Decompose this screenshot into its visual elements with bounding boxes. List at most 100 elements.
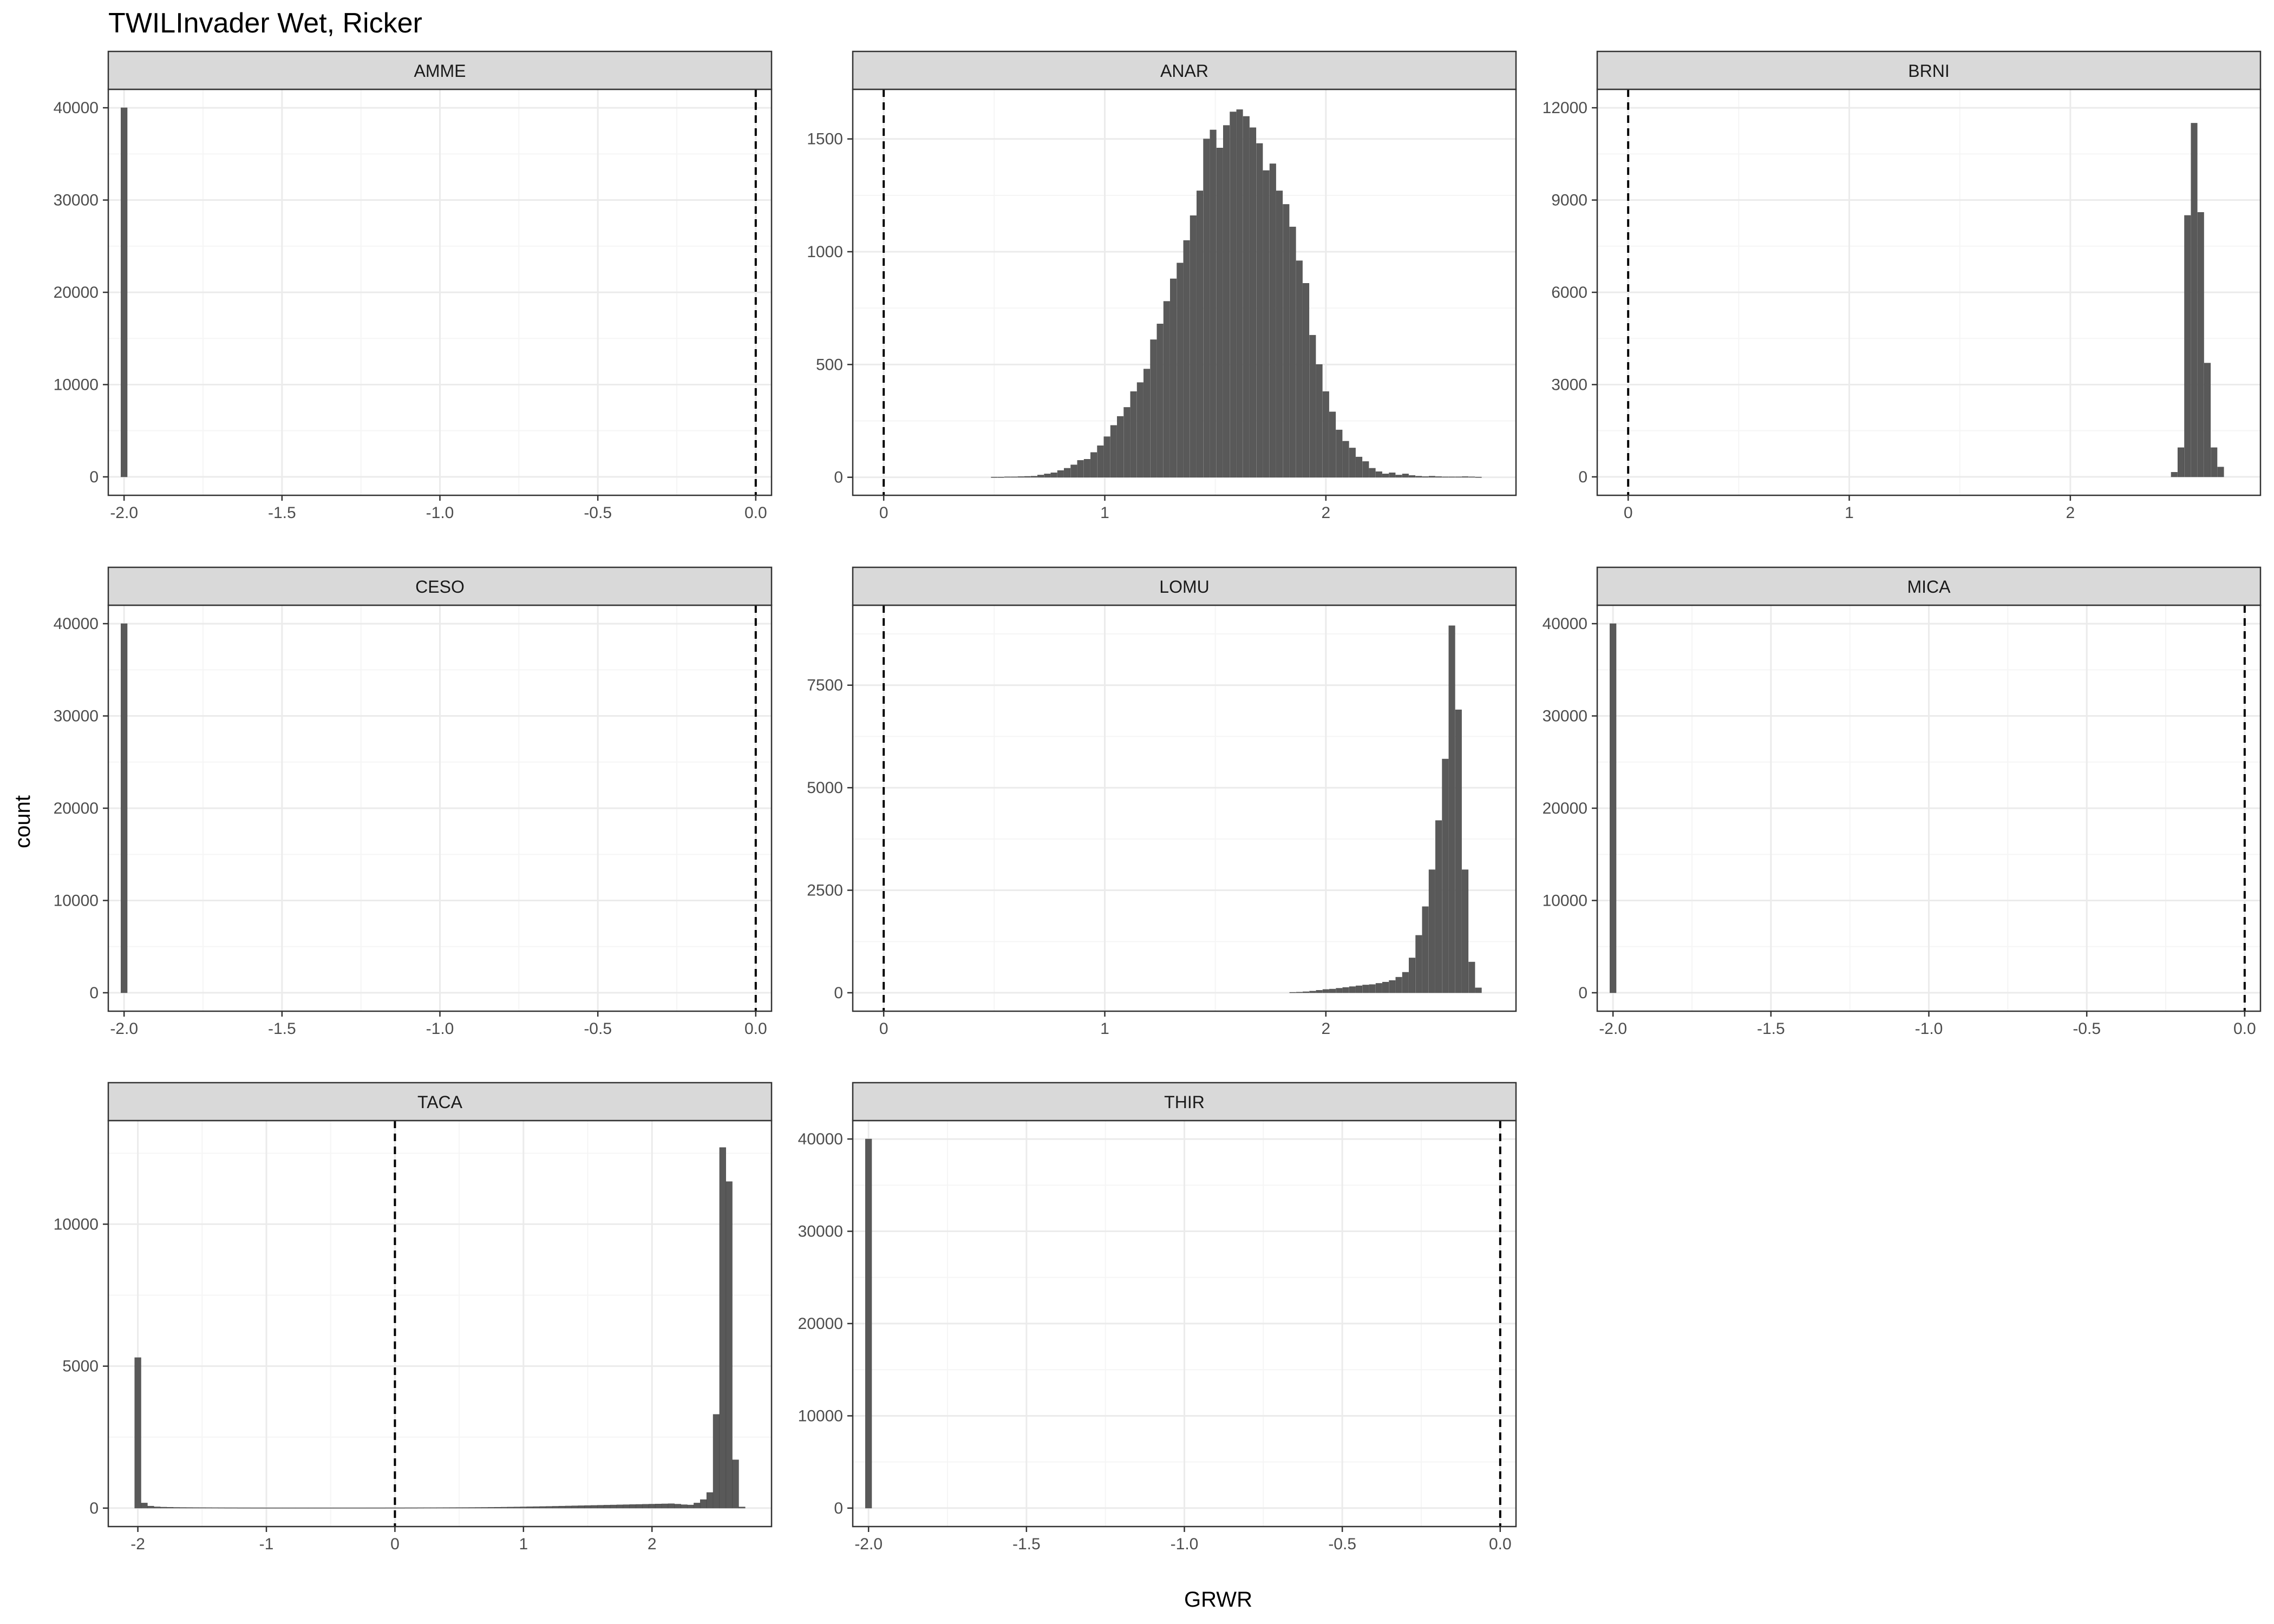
x-tick-label: -0.5 [584, 1020, 612, 1038]
histogram-bar [1044, 474, 1051, 477]
histogram-bar [1402, 474, 1409, 477]
histogram-bar [1475, 987, 1482, 993]
histogram-bar [1163, 301, 1170, 477]
x-tick-label: -2 [130, 1535, 145, 1553]
y-tick-label: 30000 [1543, 708, 1587, 725]
x-tick-label: -2.0 [110, 504, 138, 522]
x-tick-label: -0.5 [584, 504, 612, 522]
histogram-bar [1329, 411, 1336, 477]
x-tick-label: 1 [1100, 1020, 1109, 1038]
histogram-bar [1395, 977, 1402, 993]
histogram-bar [1362, 461, 1369, 477]
facet-strip [852, 1082, 1517, 1122]
histogram-bar [1356, 985, 1363, 993]
histogram-bar [1395, 475, 1402, 477]
histogram-bar [1070, 464, 1077, 477]
histogram-bar [121, 623, 128, 993]
histogram-bar [681, 1504, 688, 1509]
histogram-bar [1316, 990, 1323, 993]
y-tick-label: 40000 [54, 615, 99, 633]
y-tick-label: 1500 [807, 130, 843, 148]
x-tick-label: -1.0 [426, 1020, 454, 1038]
x-tick-label: -2.0 [110, 1020, 138, 1038]
histogram-bar [1289, 226, 1296, 477]
y-tick-label: 40000 [798, 1130, 843, 1148]
histogram-bar [649, 1504, 656, 1509]
histogram-bar [501, 1507, 508, 1509]
facet-strip-label: MICA [1907, 577, 1951, 597]
histogram-bar [1017, 476, 1024, 477]
histogram-bar [636, 1504, 643, 1509]
x-tick-label: -1.5 [1012, 1535, 1041, 1553]
y-tick-label: 20000 [54, 800, 99, 817]
histogram-bar [1349, 448, 1356, 477]
x-tick-label: 2 [648, 1535, 657, 1553]
histogram-bar [1177, 263, 1184, 477]
x-tick-label: -1.0 [426, 504, 454, 522]
x-tick-label: 0.0 [744, 504, 767, 522]
x-tick-label: 0 [879, 1020, 888, 1038]
histogram-bar [739, 1507, 746, 1509]
histogram-bar [2191, 123, 2198, 477]
histogram-bar [1342, 987, 1349, 993]
histogram-bar [604, 1505, 611, 1509]
histogram-bar [1409, 475, 1416, 477]
histogram-bar [2184, 215, 2191, 477]
x-tick-label: 1 [1100, 504, 1109, 522]
facet-strip-label: TACA [417, 1092, 463, 1112]
x-tick-label: -2.0 [1599, 1020, 1627, 1038]
histogram-bar [1083, 459, 1090, 477]
histogram-bar [584, 1505, 591, 1509]
histogram-bar [597, 1505, 604, 1509]
histogram-bar [565, 1505, 572, 1509]
histogram-bar [526, 1507, 533, 1509]
histogram-bar [623, 1504, 630, 1509]
facet-strip-label: AMME [414, 61, 466, 81]
facet-strip [107, 566, 773, 606]
y-tick-label: 500 [816, 356, 843, 374]
histogram-bar [1402, 972, 1409, 993]
x-tick-label: 0 [390, 1535, 400, 1553]
x-tick-label: 0.0 [1489, 1535, 1512, 1553]
histogram-bar [1243, 116, 1250, 477]
histogram-bar [1435, 476, 1442, 477]
y-tick-label: 0 [834, 984, 843, 1002]
x-tick-label: -1.5 [268, 504, 296, 522]
histogram-bar [552, 1506, 559, 1509]
x-tick-label: -0.5 [1328, 1535, 1356, 1553]
x-tick-label: -0.5 [2073, 1020, 2101, 1038]
histogram-bar [1303, 283, 1310, 477]
histogram-bar [1382, 981, 1389, 993]
y-tick-label: 10000 [798, 1407, 843, 1425]
histogram-bar [713, 1414, 720, 1509]
y-axis-title: count [11, 795, 35, 848]
y-tick-label: 10000 [54, 892, 99, 909]
histogram-bar [558, 1505, 566, 1509]
histogram-bar [121, 107, 128, 477]
histogram-bar [1024, 476, 1031, 477]
histogram-bar [513, 1507, 521, 1509]
facet-strip [1596, 50, 2262, 90]
histogram-bar [488, 1507, 495, 1509]
facet-strip-label: ANAR [1160, 61, 1208, 81]
histogram-bar [1150, 339, 1157, 477]
histogram-bar [1462, 869, 1469, 993]
histogram-bar [1123, 407, 1131, 477]
histogram-bar [507, 1507, 514, 1509]
facet-strip [1596, 566, 2262, 606]
histogram-bar [1428, 869, 1435, 993]
y-tick-label: 10000 [54, 376, 99, 394]
histogram-bar [166, 1507, 174, 1509]
histogram-bar [1303, 991, 1310, 993]
histogram-bar [1050, 473, 1057, 477]
histogram-bar [1462, 476, 1469, 477]
panel-taca: TACA -2 -1 0 1 2 0 5000 10000 [54, 1082, 773, 1553]
histogram-bar [1610, 623, 1617, 993]
histogram-bar [1369, 984, 1376, 993]
histogram-bar [1309, 335, 1316, 477]
histogram-bar [591, 1505, 598, 1509]
histogram-bar [1130, 391, 1137, 477]
y-tick-label: 3000 [1551, 376, 1587, 394]
